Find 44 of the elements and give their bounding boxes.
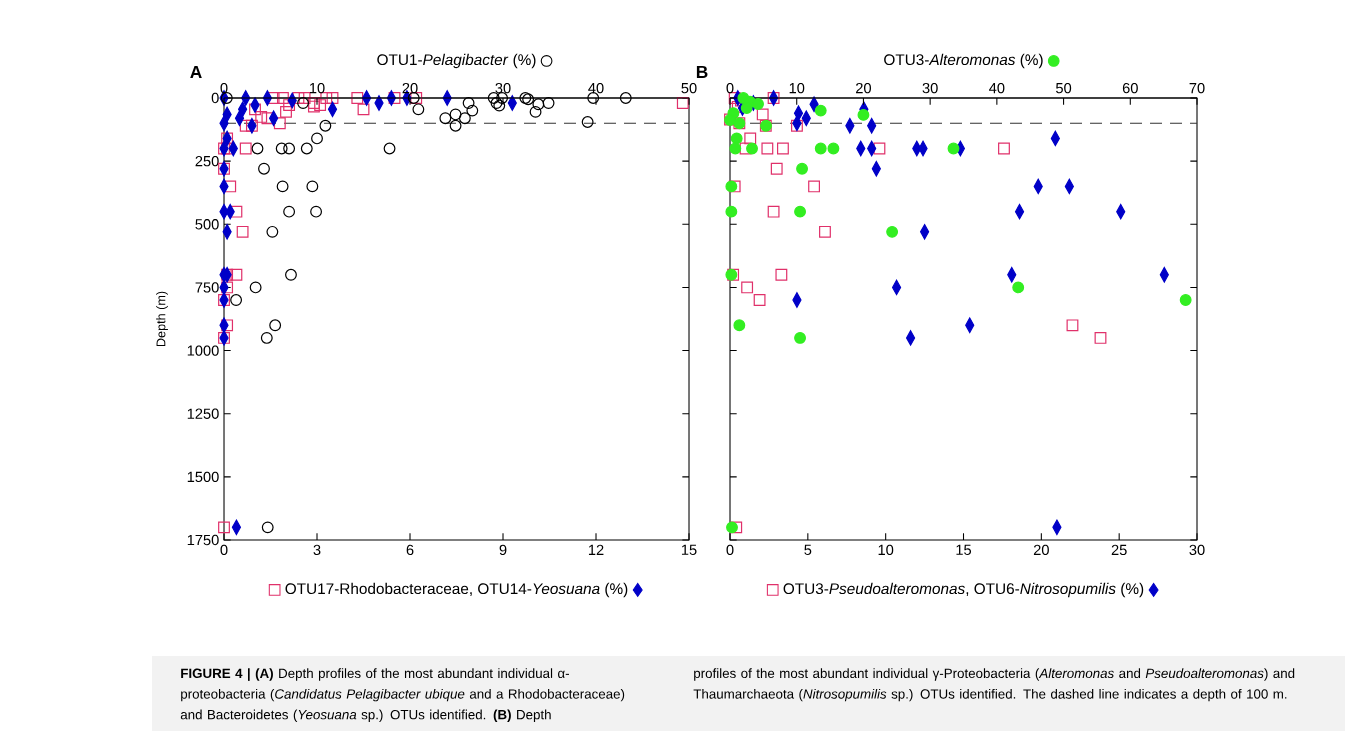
x2-tick-label: 20 [856, 82, 871, 94]
y-tick-label: 250 [195, 155, 219, 167]
y-tick-label: 750 [195, 282, 219, 293]
x-tick-label: 9 [499, 544, 507, 556]
y-tick-label: 1250 [187, 408, 219, 419]
x-tick-label: 20 [1033, 544, 1049, 556]
x-tick-label: 10 [878, 544, 894, 556]
x-tick-label: 15 [681, 544, 697, 555]
y-tick-label: 0 [211, 92, 219, 104]
y-axis-title: Depth (m) [156, 291, 168, 347]
x2-tick-label: 30 [922, 82, 938, 94]
x-tick-label: 0 [220, 544, 228, 556]
y-tick-label: 1750 [187, 534, 219, 546]
x-tick-label: 30 [1189, 544, 1205, 556]
x-tick-label: 5 [804, 544, 812, 555]
x2-tick-label: 50 [681, 82, 697, 94]
x2-tick-label: 30 [495, 82, 511, 94]
x2-tick-label: 70 [1189, 82, 1205, 94]
x2-tick-label: 0 [726, 82, 734, 94]
x2-tick-label: 0 [220, 82, 228, 94]
y-tick-label: 1500 [187, 471, 219, 483]
chart-title: A [190, 66, 202, 78]
x-axis-title: OTU17-Rhodobacteraceae, OTU14-Yeosuana (%) [285, 582, 628, 598]
x2-tick-label: 40 [588, 82, 604, 94]
x2-axis-title: OTU3-Alteromonas (%) [884, 53, 1043, 69]
x2-tick-label: 20 [402, 82, 418, 94]
text: profiles of the most abundant individual γ-Proteobacteria (Alteromonas and Pseudoalteromonas) and Thaumarchaeota (Nitrosopumilis sp.) OTUs identified. The dashed line indicates a depth of 100 m. [693, 668, 1295, 702]
x2-tick-label: 40 [989, 82, 1005, 94]
x-tick-label: 15 [956, 544, 972, 555]
y-tick-label: 1000 [187, 345, 219, 356]
x-tick-label: 6 [406, 544, 414, 556]
x2-tick-label: 60 [1122, 82, 1138, 94]
x2-tick-label: 10 [309, 82, 325, 94]
x2-tick-label: 10 [789, 82, 805, 94]
x-tick-label: 0 [726, 544, 734, 556]
x-axis-title: OTU3-Pseudoalteromonas, OTU6-Nitrosopumilis (%) [783, 582, 1144, 598]
chart-title: B [696, 66, 708, 78]
x-tick-label: 12 [588, 544, 604, 555]
x2-axis-title: OTU1-Pelagibacter (%) [377, 53, 536, 69]
y-tick-label: 500 [195, 219, 219, 230]
text: FIGURE 4 | (A) Depth profiles of the most abundant individual α-proteobacteria (Candidatus Pelagibacter ubique and a Rhodobacteraceae) and Bacteroidetes (Yeosuana sp.) OTUs identified. (B) Depth [180, 668, 625, 722]
x2-tick-label: 50 [1056, 82, 1072, 94]
x-tick-label: 3 [313, 544, 321, 556]
x-tick-label: 25 [1111, 544, 1127, 556]
